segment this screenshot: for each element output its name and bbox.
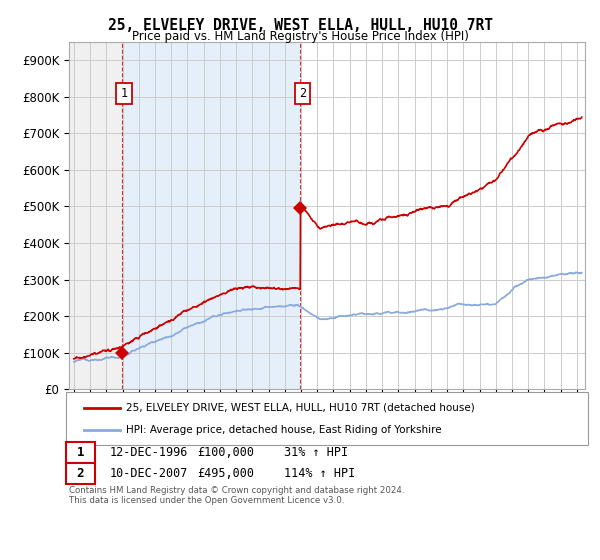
Text: HPI: Average price, detached house, East Riding of Yorkshire: HPI: Average price, detached house, East… — [126, 424, 442, 435]
Bar — [122, 42, 300, 389]
Text: 2: 2 — [299, 87, 306, 100]
Text: 1: 1 — [121, 87, 128, 100]
Text: 114% ↑ HPI: 114% ↑ HPI — [284, 467, 355, 480]
Text: 31% ↑ HPI: 31% ↑ HPI — [284, 446, 348, 459]
Text: 25, ELVELEY DRIVE, WEST ELLA, HULL, HU10 7RT (detached house): 25, ELVELEY DRIVE, WEST ELLA, HULL, HU10… — [126, 403, 475, 413]
Text: £100,000: £100,000 — [197, 446, 254, 459]
Text: £495,000: £495,000 — [197, 467, 254, 480]
Text: 2: 2 — [77, 467, 84, 480]
Text: Price paid vs. HM Land Registry's House Price Index (HPI): Price paid vs. HM Land Registry's House … — [131, 30, 469, 43]
Text: 12-DEC-1996: 12-DEC-1996 — [110, 446, 188, 459]
Text: 25, ELVELEY DRIVE, WEST ELLA, HULL, HU10 7RT: 25, ELVELEY DRIVE, WEST ELLA, HULL, HU10… — [107, 18, 493, 34]
Text: Contains HM Land Registry data © Crown copyright and database right 2024.
This d: Contains HM Land Registry data © Crown c… — [69, 486, 404, 506]
Bar — [69, 42, 122, 389]
Text: 10-DEC-2007: 10-DEC-2007 — [110, 467, 188, 480]
Text: 1: 1 — [77, 446, 84, 459]
